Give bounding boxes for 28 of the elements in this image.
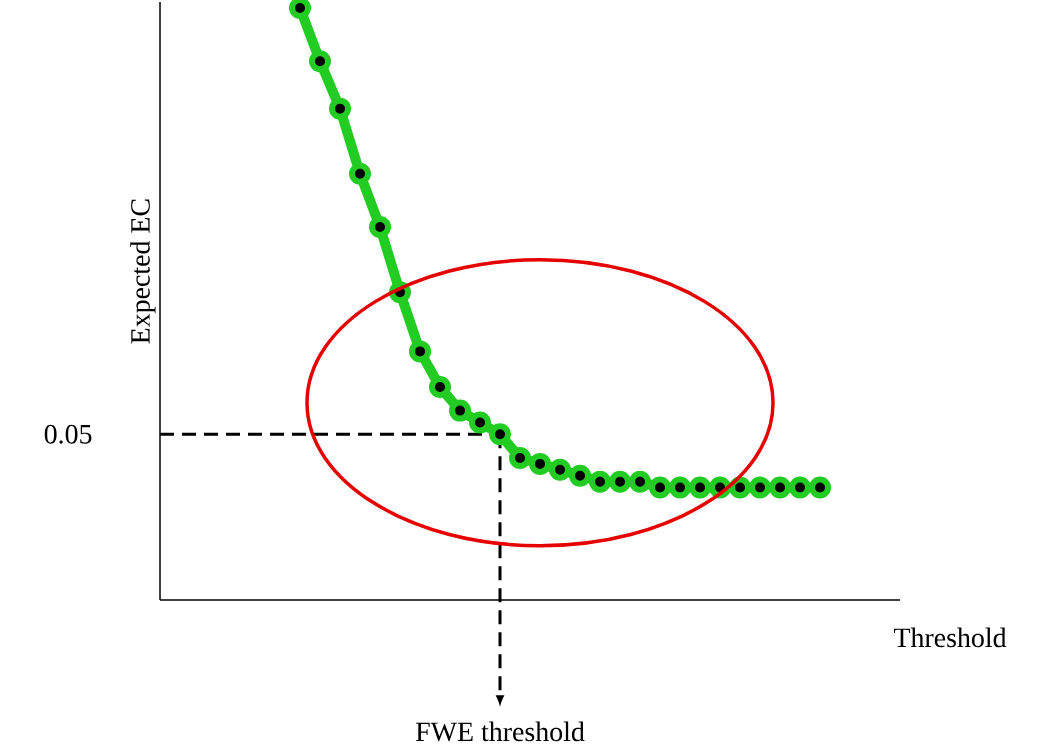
point — [309, 50, 332, 73]
point — [369, 216, 392, 239]
point — [689, 476, 712, 499]
point — [809, 476, 832, 499]
point — [629, 470, 652, 493]
text: FWE threshold — [415, 721, 585, 742]
point — [509, 446, 532, 469]
x-axis-title: Threshold — [893, 627, 1007, 648]
point — [749, 476, 772, 499]
point — [329, 97, 352, 120]
point — [669, 476, 692, 499]
point — [729, 476, 752, 499]
point — [489, 423, 512, 446]
point — [529, 452, 552, 475]
text: 0.05 — [44, 424, 92, 444]
point — [789, 476, 812, 499]
point — [589, 470, 612, 493]
point — [349, 162, 372, 185]
y-axis-title: Expected EC — [130, 199, 156, 344]
point — [409, 340, 432, 363]
point — [649, 476, 672, 499]
point — [549, 458, 572, 481]
point — [469, 411, 492, 434]
point — [449, 399, 472, 422]
point — [569, 464, 592, 487]
point — [769, 476, 792, 499]
point — [429, 375, 452, 398]
point — [609, 470, 632, 493]
